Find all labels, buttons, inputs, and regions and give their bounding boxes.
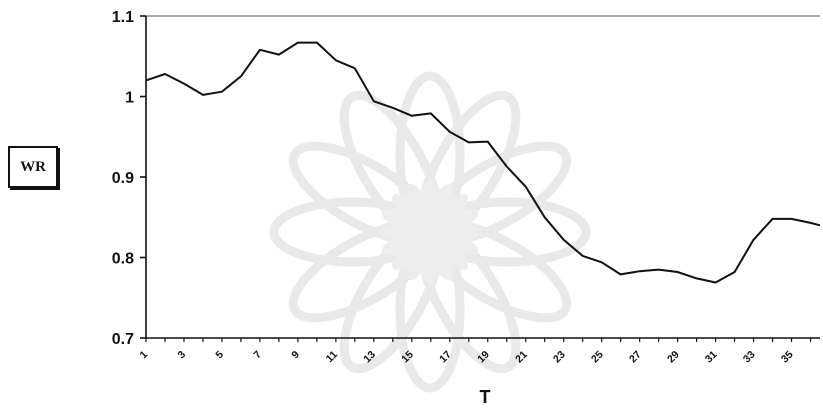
x-tick-label: 9 xyxy=(289,349,302,362)
x-tick-label: 7 xyxy=(251,349,264,362)
x-tick-label: 31 xyxy=(703,349,720,366)
x-tick-label: 1 xyxy=(138,349,151,362)
y-tick-label: 0.8 xyxy=(112,251,134,268)
y-axis-label: WR xyxy=(8,146,58,188)
series-line xyxy=(145,41,821,284)
x-tick-label: 23 xyxy=(551,349,568,366)
x-tick-label: 27 xyxy=(627,349,644,366)
watermark-inner-petal xyxy=(407,183,434,233)
y-tick-label: 1 xyxy=(125,90,134,107)
x-axis-label: T xyxy=(480,387,491,407)
y-tick-label: 1.1 xyxy=(112,9,134,26)
y-tick-label: 0.9 xyxy=(112,170,134,187)
x-tick-label: 5 xyxy=(213,349,226,362)
x-tick-label: 3 xyxy=(175,349,188,362)
watermark-logo xyxy=(269,71,591,393)
x-tick-label: 29 xyxy=(665,349,682,366)
y-tick-label: 0.7 xyxy=(112,331,134,348)
x-tick-label: 25 xyxy=(589,349,606,366)
y-axis-ticks: 0.7 0.8 0.9 1 1.1 xyxy=(112,9,146,348)
x-tick-label: 35 xyxy=(779,349,796,366)
x-tick-label: 11 xyxy=(324,349,340,365)
x-tick-label: 33 xyxy=(741,349,758,366)
